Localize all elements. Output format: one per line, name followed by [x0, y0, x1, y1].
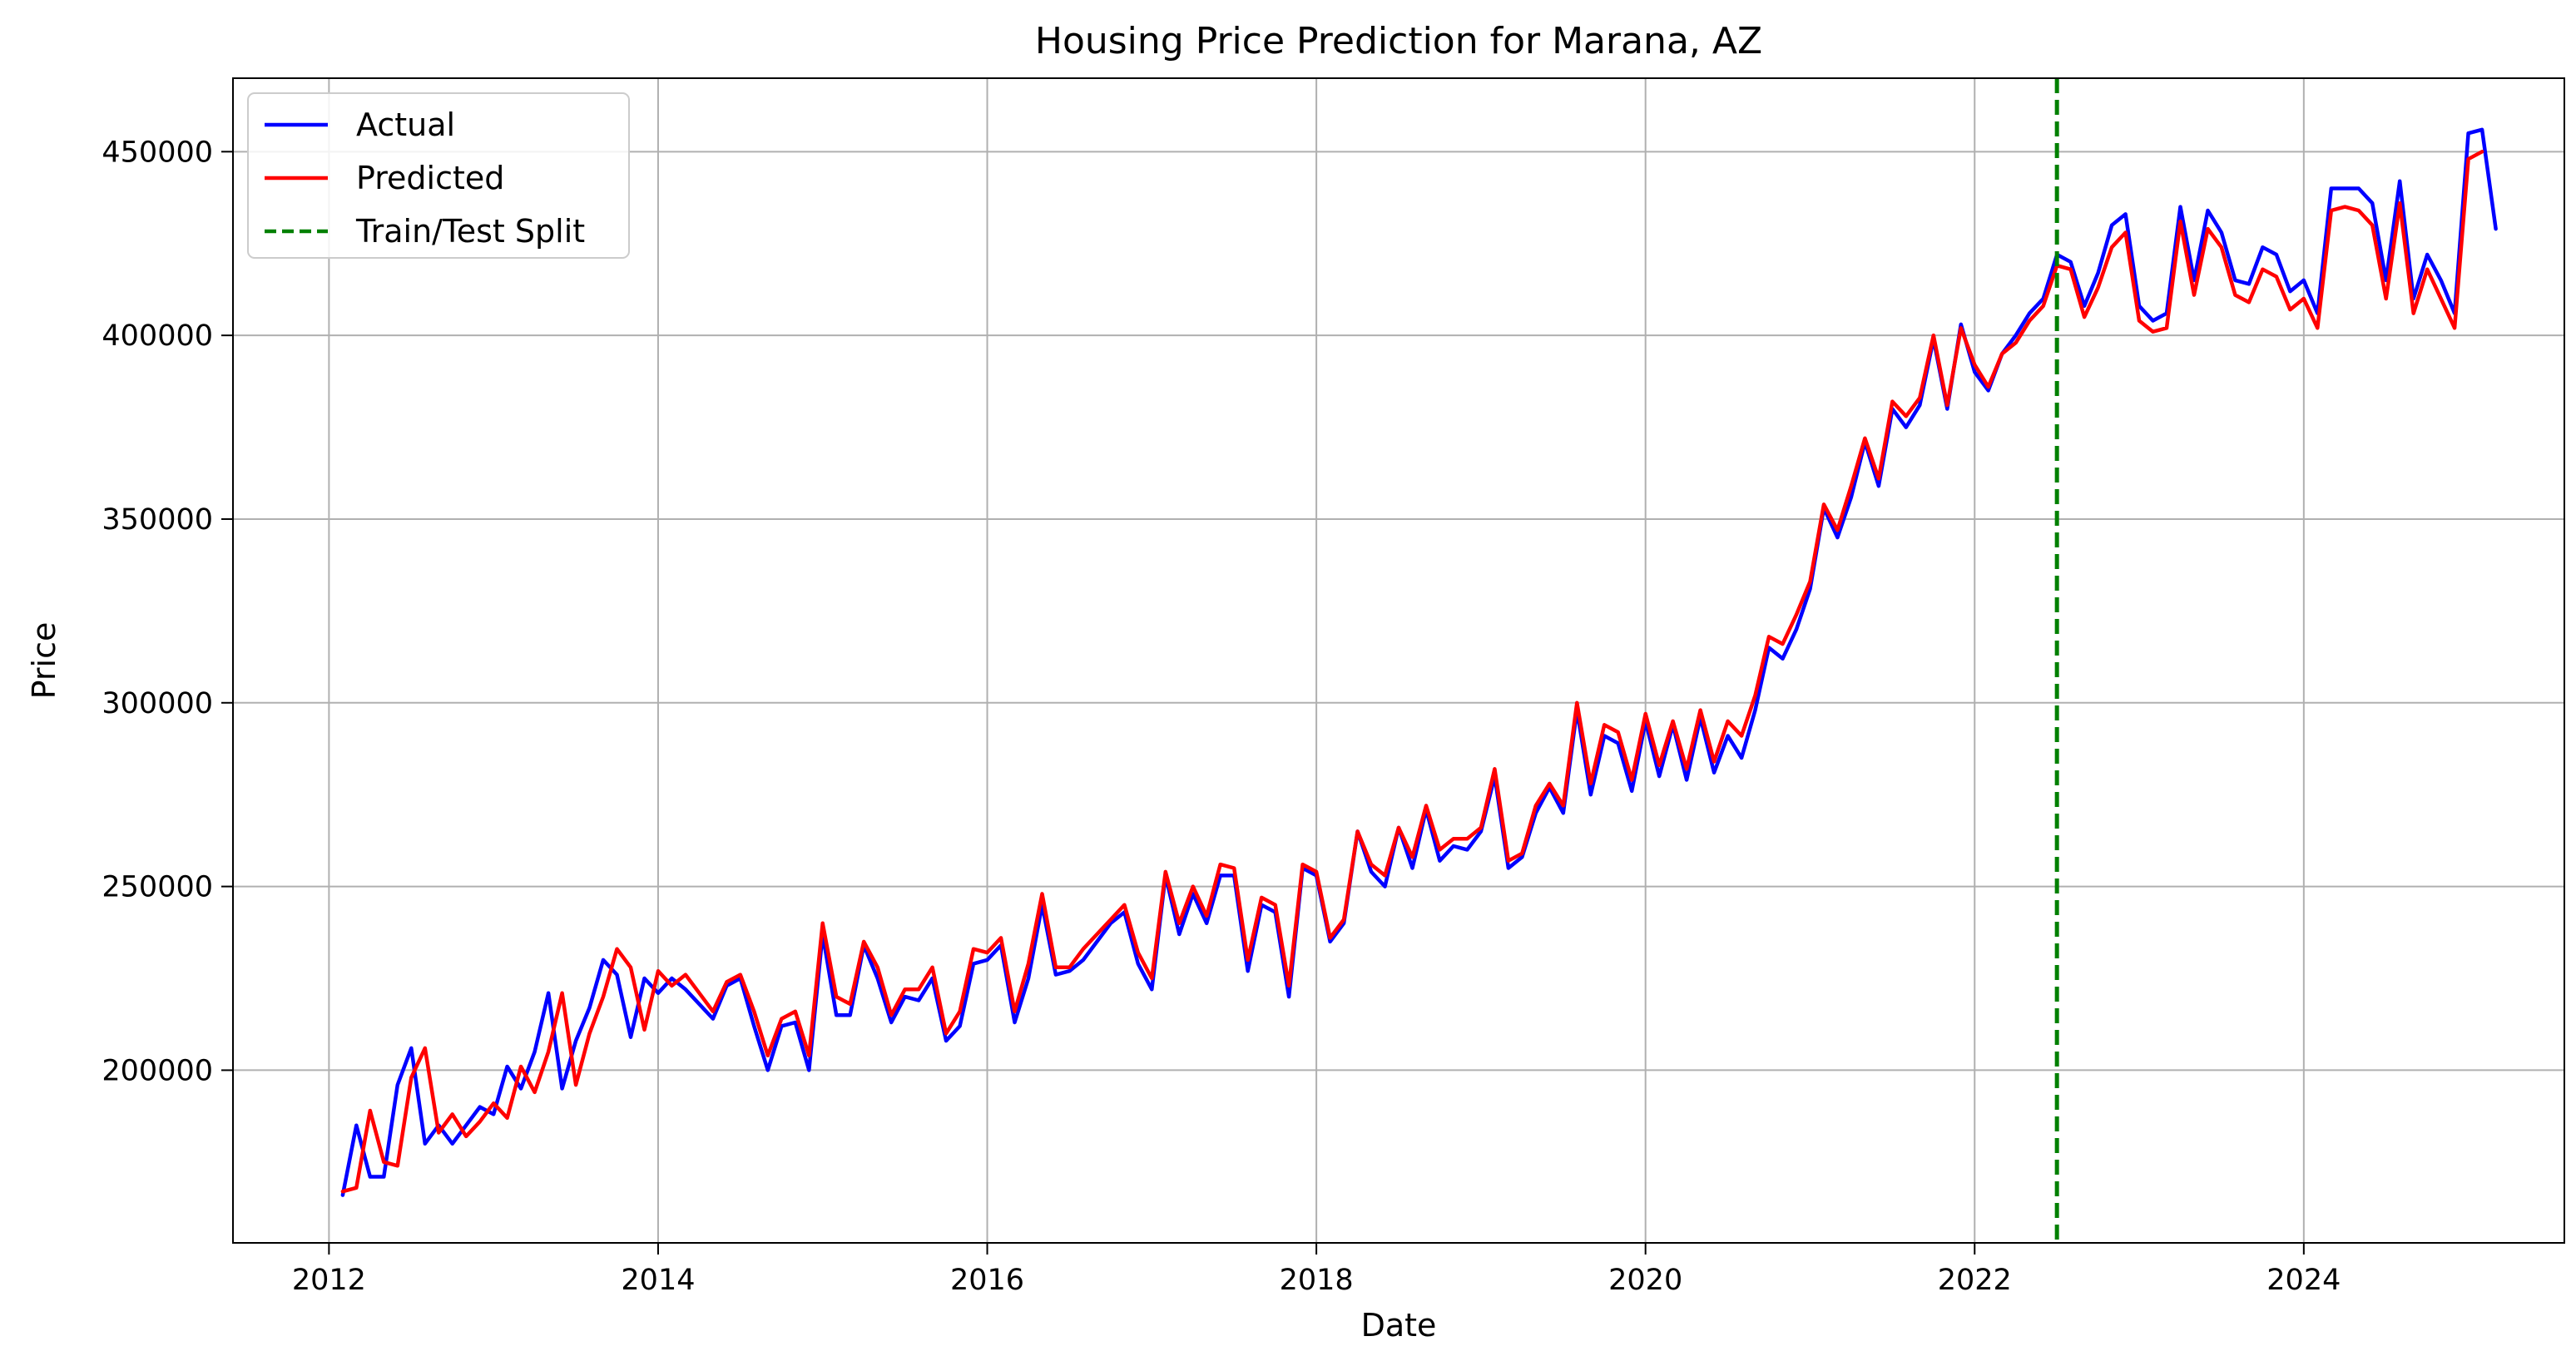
series-line-actual	[340, 127, 2498, 1197]
x-tick-label: 2018	[1280, 1264, 1354, 1297]
y-tick-label: 200000	[102, 1054, 213, 1087]
y-tick-label: 350000	[102, 503, 213, 537]
x-tick-label: 2012	[292, 1264, 366, 1297]
x-tick-label: 2024	[2266, 1264, 2341, 1297]
legend-label-split: Train/Test Split	[355, 213, 585, 250]
x-tick-label: 2016	[950, 1264, 1024, 1297]
series-layer	[340, 127, 2498, 1197]
y-tick-label: 400000	[102, 319, 213, 353]
legend-label-actual: Actual	[356, 106, 455, 143]
axis-ticks: 2012 2014 2016 2018 2020 2022 2024 200000 250000…	[102, 136, 2341, 1297]
x-tick-label: 2020	[1608, 1264, 1682, 1297]
y-tick-label: 250000	[102, 871, 213, 904]
x-tick-label: 2022	[1938, 1264, 2012, 1297]
legend: Actual Predicted Train/Test Split	[247, 92, 630, 259]
y-tick-label: 300000	[102, 687, 213, 720]
chart-title: Housing Price Prediction for Marana, AZ	[1035, 20, 1762, 62]
series-line-predicted	[340, 150, 2484, 1194]
x-axis-label: Date	[1361, 1307, 1437, 1344]
y-axis-label: Price	[26, 622, 62, 700]
plot-frame	[232, 77, 2565, 1244]
y-tick-label: 450000	[102, 136, 213, 169]
legend-label-predicted: Predicted	[356, 160, 504, 196]
x-tick-label: 2014	[621, 1264, 695, 1297]
legend-box	[247, 92, 630, 259]
grid-lines	[233, 78, 2564, 1243]
